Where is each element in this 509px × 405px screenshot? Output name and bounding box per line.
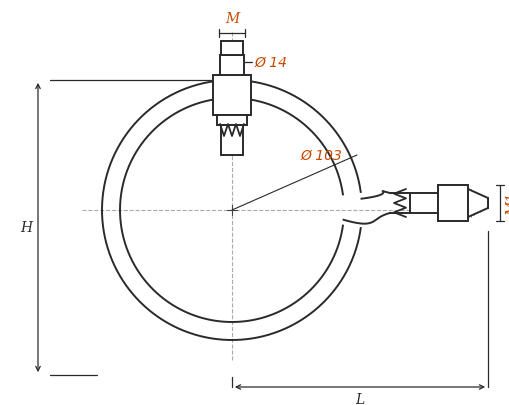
Text: Ø 14: Ø 14 [254, 56, 287, 70]
Text: M1: M1 [506, 192, 509, 215]
Text: Ø 103: Ø 103 [300, 149, 342, 162]
Bar [213, 76, 251, 116]
Text: M: M [225, 12, 239, 26]
Bar [221, 126, 243, 156]
Bar [221, 42, 243, 56]
Bar [217, 116, 247, 126]
Bar [410, 194, 438, 213]
Bar [438, 185, 468, 222]
Text: L: L [355, 392, 364, 405]
Text: H: H [20, 221, 32, 235]
Bar [220, 56, 244, 76]
Polygon shape [468, 190, 488, 217]
